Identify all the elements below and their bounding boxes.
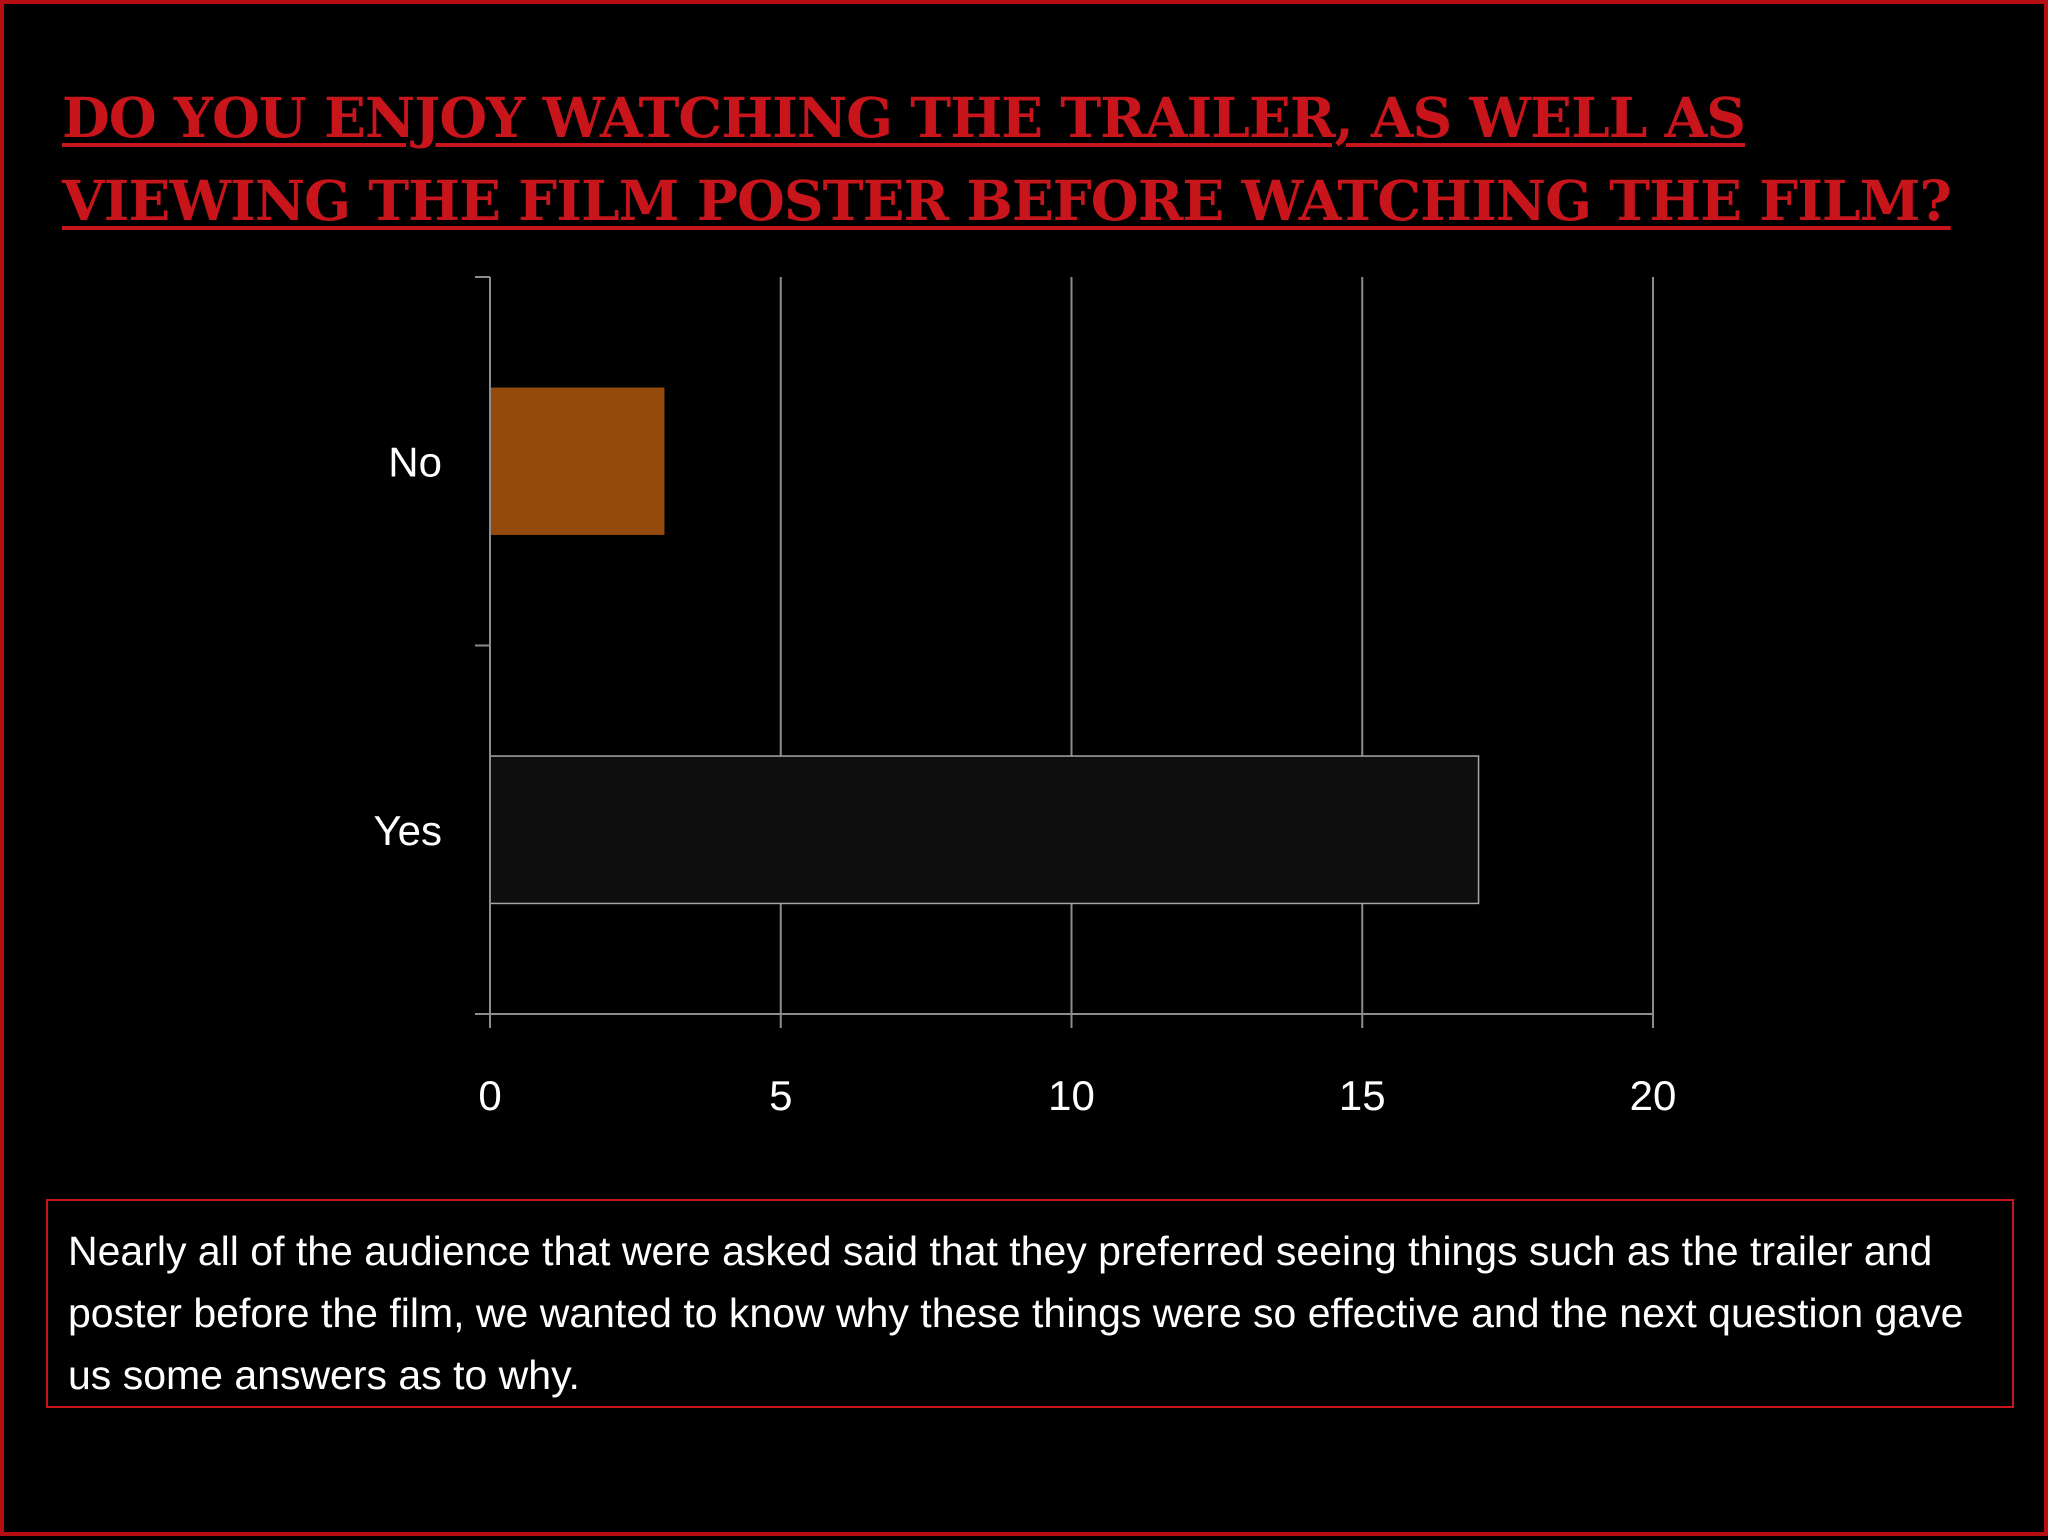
bar-yes — [489, 755, 1480, 905]
axis-labels: 0 5 10 15 20 No Yes — [373, 438, 1676, 1119]
category-label-yes: Yes — [373, 807, 442, 854]
category-label-no: No — [388, 438, 442, 485]
x-tick-label-5: 5 — [769, 1072, 792, 1119]
bar-chart: 0 5 10 15 20 No Yes — [373, 276, 1676, 1119]
x-tick-label-20: 20 — [1630, 1072, 1677, 1119]
x-tick-label-15: 15 — [1339, 1072, 1386, 1119]
slide-title: Do you enjoy watching the trailer, as we… — [62, 85, 1952, 233]
caption-box: Nearly all of the audience that were ask… — [46, 1199, 2014, 1408]
x-tick-label-10: 10 — [1048, 1072, 1095, 1119]
axes — [475, 276, 1654, 1028]
caption-text: Nearly all of the audience that were ask… — [68, 1228, 1964, 1398]
bars — [489, 387, 1480, 905]
x-tick-label-0: 0 — [478, 1072, 501, 1119]
bar-no — [490, 387, 665, 535]
